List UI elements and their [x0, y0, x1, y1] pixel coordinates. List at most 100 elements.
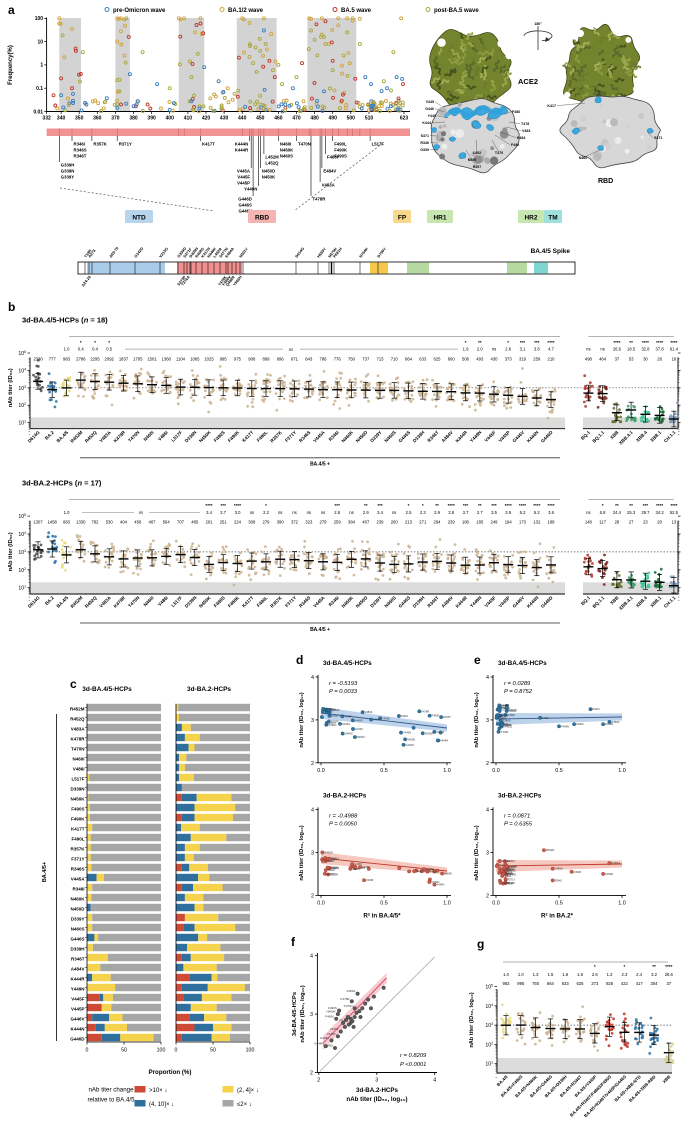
svg-text:V445: V445 — [426, 100, 434, 104]
svg-text:****: **** — [533, 503, 540, 508]
svg-text:664: 664 — [547, 981, 555, 986]
svg-text:V483A: V483A — [71, 726, 86, 731]
svg-text:F490K: F490K — [416, 869, 424, 873]
svg-text:P = 0.6355: P = 0.6355 — [504, 821, 533, 827]
svg-text:0.5: 0.5 — [555, 768, 563, 774]
svg-text:20: 20 — [657, 520, 662, 525]
svg-text:N450D: N450D — [407, 737, 415, 741]
svg-text:XBB: XBB — [609, 429, 620, 440]
svg-text:372: 372 — [291, 520, 299, 525]
svg-text:ACE2: ACE2 — [518, 77, 538, 86]
svg-text:422: 422 — [621, 981, 629, 986]
svg-text:R346I: R346I — [74, 142, 85, 147]
svg-text:E484A: E484A — [225, 247, 235, 259]
svg-text:N440K: N440K — [207, 247, 218, 259]
svg-text:510: 510 — [365, 116, 374, 122]
svg-text:N460S: N460S — [357, 735, 365, 739]
svg-text:R346T: R346T — [505, 872, 513, 876]
svg-text:G446V: G446V — [354, 862, 362, 866]
svg-text:826: 826 — [606, 981, 614, 986]
svg-text:G446S: G446S — [504, 869, 512, 873]
svg-text:BA.4/5+: BA.4/5+ — [42, 862, 48, 882]
svg-text:N460K: N460K — [444, 872, 452, 876]
svg-text:148: 148 — [585, 520, 593, 525]
svg-text:37.8: 37.8 — [656, 347, 665, 352]
svg-text:F486: F486 — [512, 110, 520, 114]
svg-text:373: 373 — [505, 356, 513, 361]
svg-text:1025: 1025 — [204, 356, 214, 361]
svg-text:F490L: F490L — [401, 714, 409, 718]
svg-text:983: 983 — [503, 981, 511, 986]
svg-text:3.4: 3.4 — [206, 510, 212, 515]
svg-text:K444: K444 — [422, 121, 431, 125]
svg-text:23: 23 — [643, 520, 648, 525]
svg-text:P <0.0001: P <0.0001 — [400, 1062, 426, 1068]
svg-text:430: 430 — [491, 356, 499, 361]
svg-text:F371Y: F371Y — [71, 856, 84, 861]
svg-text:L517F: L517F — [325, 859, 333, 863]
svg-text:pre-Omicron wave: pre-Omicron wave — [113, 8, 166, 14]
svg-text:R452M: R452M — [546, 848, 554, 852]
svg-text:K444N: K444N — [314, 1042, 323, 1046]
svg-text:2.3: 2.3 — [420, 510, 426, 515]
svg-text:180°: 180° — [534, 22, 542, 26]
svg-text:G446V: G446V — [70, 1016, 84, 1021]
svg-text:a: a — [8, 3, 15, 17]
svg-text:r = 0.0871: r = 0.0871 — [504, 813, 530, 819]
svg-text:R346S: R346S — [74, 148, 87, 153]
svg-text:G446D: G446D — [238, 197, 252, 202]
svg-text:2: 2 — [311, 893, 314, 899]
svg-text:(2, 4]× ↓: (2, 4]× ↓ — [237, 1088, 259, 1094]
svg-text:0: 0 — [175, 1048, 178, 1054]
svg-text:***: *** — [534, 340, 540, 345]
svg-text:625: 625 — [434, 356, 442, 361]
svg-text:****: **** — [519, 503, 526, 508]
svg-text:0.5: 0.5 — [106, 347, 112, 352]
svg-text:≤2× ↓: ≤2× ↓ — [237, 1102, 252, 1108]
svg-text:d: d — [296, 653, 303, 667]
svg-text:L452R: L452R — [213, 247, 223, 259]
svg-text:0.1: 0.1 — [36, 86, 43, 92]
svg-text:3.0: 3.0 — [235, 510, 241, 515]
svg-text:185: 185 — [476, 520, 484, 525]
svg-text:N460S: N460S — [280, 154, 293, 159]
svg-text:RBD: RBD — [255, 215, 269, 222]
svg-text:0.5: 0.5 — [380, 768, 388, 774]
svg-text:R346S: R346S — [342, 722, 350, 726]
svg-text:633: 633 — [419, 356, 427, 361]
svg-text:Y449N: Y449N — [244, 187, 257, 192]
svg-text:**: ** — [652, 964, 656, 969]
svg-text:3.9: 3.9 — [505, 510, 511, 515]
svg-text:340: 340 — [57, 116, 66, 122]
svg-text:625: 625 — [577, 981, 585, 986]
svg-text:N460I: N460I — [504, 874, 511, 878]
svg-text:g: g — [477, 937, 484, 951]
svg-text:53: 53 — [629, 356, 634, 361]
svg-text:1.0: 1.0 — [618, 900, 626, 906]
svg-text:***: *** — [520, 340, 526, 345]
svg-text:10: 10 — [38, 39, 44, 45]
svg-text:***: *** — [335, 503, 341, 508]
svg-text:0.0: 0.0 — [317, 900, 325, 906]
svg-text:777: 777 — [49, 356, 57, 361]
svg-text:G142D: G142D — [134, 246, 145, 258]
svg-text:239: 239 — [377, 520, 385, 525]
svg-text:L517F: L517F — [71, 776, 84, 781]
svg-text:ns: ns — [349, 510, 353, 515]
svg-text:XBB: XBB — [662, 1074, 672, 1084]
svg-text:623: 623 — [400, 116, 409, 122]
svg-text:P = 0.0033: P = 0.0033 — [329, 689, 358, 695]
svg-text:R452M: R452M — [324, 850, 332, 854]
svg-text:3d-BA.4/5-HCPs: 3d-BA.4/5-HCPs — [82, 686, 132, 693]
svg-text:5.2: 5.2 — [520, 510, 526, 515]
svg-text:D405N: D405N — [189, 247, 200, 259]
svg-text:N450D: N450D — [70, 906, 85, 911]
svg-text:R346T: R346T — [71, 956, 85, 961]
svg-text:ns: ns — [278, 510, 282, 515]
svg-text:0.5: 0.5 — [555, 900, 563, 906]
svg-text:D339Y: D339Y — [328, 868, 336, 872]
svg-text:V445P: V445P — [507, 881, 515, 885]
svg-text:T470N: T470N — [71, 746, 85, 751]
svg-text:132: 132 — [533, 520, 541, 525]
svg-text:498: 498 — [585, 356, 593, 361]
